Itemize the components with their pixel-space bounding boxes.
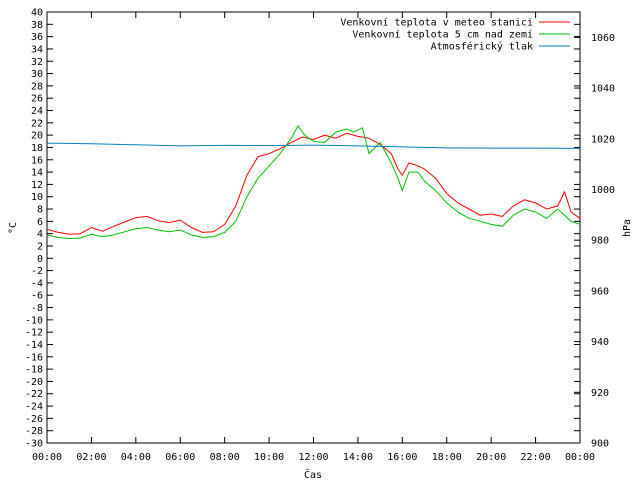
y2-tick-label: 1020 xyxy=(591,134,615,145)
x-tick-label: 00:00 xyxy=(565,452,595,463)
series-line-1 xyxy=(46,124,581,240)
y-tick-label: 36 xyxy=(31,32,43,43)
y2-tick-label: 980 xyxy=(591,236,609,247)
y-tick-label: -2 xyxy=(31,266,43,277)
y-tick-label: 34 xyxy=(31,44,43,55)
x-tick-label: 18:00 xyxy=(432,452,462,463)
x-tick-label: 00:00 xyxy=(32,452,62,463)
x-tick-label: 08:00 xyxy=(210,452,240,463)
x-axis-label: Čas xyxy=(304,468,322,480)
y-tick-label: 6 xyxy=(37,217,43,228)
x-tick-label: 02:00 xyxy=(76,452,106,463)
y-tick-label: 10 xyxy=(31,192,43,203)
x-tick-label: 06:00 xyxy=(165,452,195,463)
y-tick-label: 26 xyxy=(31,94,43,105)
series-lines xyxy=(46,124,581,240)
x-tick-label: 04:00 xyxy=(121,452,151,463)
y2-tick-label: 900 xyxy=(591,439,609,450)
y-tick-label: -26 xyxy=(25,414,43,425)
y-tick-label: -14 xyxy=(25,340,43,351)
y-tick-label: 22 xyxy=(31,118,43,129)
y-tick-label: 0 xyxy=(37,254,43,265)
x-tick-label: 14:00 xyxy=(343,452,373,463)
y-tick-label: 12 xyxy=(31,180,43,191)
y-tick-label: -10 xyxy=(25,315,43,326)
y-tick-label: -20 xyxy=(25,377,43,388)
y2-tick-label: 940 xyxy=(591,337,609,348)
plot-border xyxy=(46,11,581,444)
y-axis-label: °C xyxy=(8,222,19,234)
y2-tick-label: 1040 xyxy=(591,84,615,95)
legend-label: Venkovní teplota 5 cm nad zemí xyxy=(352,29,533,41)
y-tick-label: -22 xyxy=(25,389,43,400)
y-tick-label: 28 xyxy=(31,81,43,92)
y-tick-label: -16 xyxy=(25,352,43,363)
y-tick-label: 4 xyxy=(37,229,43,240)
y-tick-label: 30 xyxy=(31,69,43,80)
y-tick-label: -8 xyxy=(31,303,43,314)
y-tick-label: -18 xyxy=(25,365,43,376)
series-line-2 xyxy=(46,142,581,149)
y-tick-label: 14 xyxy=(31,168,43,179)
legend-label: Venkovní teplota v meteo stanici xyxy=(340,17,533,29)
legend-label: Atmosférický tlak xyxy=(431,41,533,53)
y-tick-label: 16 xyxy=(31,155,43,166)
y2-tick-label: 960 xyxy=(591,286,609,297)
y-tick-label: -24 xyxy=(25,402,43,413)
y2-tick-label: 920 xyxy=(591,388,609,399)
y-tick-label: -4 xyxy=(31,278,43,289)
legend: Venkovní teplota v meteo staniciVenkovní… xyxy=(340,17,570,53)
y2-axis-ticks: 900 920 940 960 980 1000 1020 1040 1060 xyxy=(574,33,615,450)
y-tick-label: -12 xyxy=(25,328,43,339)
y-tick-label: 24 xyxy=(31,106,43,117)
y-tick-label: -28 xyxy=(25,426,43,437)
x-tick-label: 22:00 xyxy=(521,452,551,463)
x-tick-label: 20:00 xyxy=(476,452,506,463)
x-tick-label: 16:00 xyxy=(387,452,417,463)
x-tick-label: 10:00 xyxy=(254,452,284,463)
x-tick-label: 12:00 xyxy=(298,452,328,463)
y-tick-label: 2 xyxy=(37,241,43,252)
y-tick-label: 38 xyxy=(31,20,43,31)
y-tick-label: -30 xyxy=(25,439,43,450)
y-axis-ticks: -30-28-26-24-22-20-18-16-14-12-10-8-6-4-… xyxy=(25,8,580,450)
y-tick-label: 40 xyxy=(31,8,43,19)
y-tick-label: 8 xyxy=(37,205,43,216)
y-tick-label: -6 xyxy=(31,291,43,302)
y-tick-label: 20 xyxy=(31,131,43,142)
y2-tick-label: 1000 xyxy=(591,185,615,196)
y2-tick-label: 1060 xyxy=(591,33,615,44)
y-tick-label: 32 xyxy=(31,57,43,68)
x-axis-ticks: 00:00 02:00 04:00 06:00 08:00 10:00 12:00 14:00… xyxy=(32,12,595,463)
y2-axis-label: hPa xyxy=(622,219,633,237)
y-tick-label: 18 xyxy=(31,143,43,154)
